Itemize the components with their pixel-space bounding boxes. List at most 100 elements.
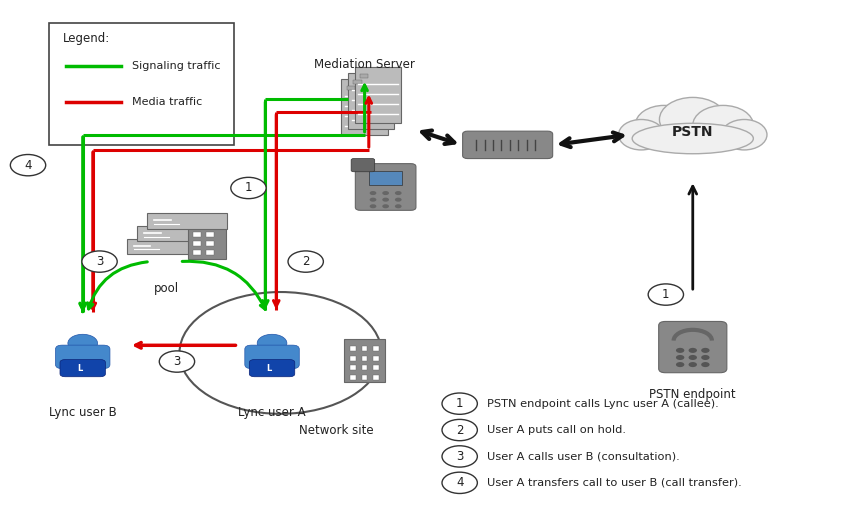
Circle shape (676, 355, 684, 360)
Text: 4: 4 (25, 159, 32, 172)
Circle shape (68, 334, 97, 352)
Bar (207, 250, 214, 255)
Text: Lync user B: Lync user B (49, 406, 117, 419)
Bar (368, 171, 402, 186)
FancyBboxPatch shape (462, 131, 552, 159)
Text: Lync user A: Lync user A (238, 406, 306, 419)
Bar (147, 213, 227, 229)
Ellipse shape (618, 120, 664, 150)
Bar (341, 79, 388, 135)
Bar (360, 74, 368, 78)
Text: Legend:: Legend: (63, 32, 110, 45)
Text: PSTN: PSTN (672, 125, 713, 139)
Bar (207, 241, 214, 246)
Text: 4: 4 (456, 476, 463, 489)
Bar (373, 365, 379, 370)
Ellipse shape (722, 120, 767, 150)
Text: Media traffic: Media traffic (131, 97, 202, 107)
Text: Mediation Server: Mediation Server (314, 58, 415, 71)
FancyBboxPatch shape (659, 322, 727, 373)
FancyBboxPatch shape (245, 345, 299, 369)
Text: ↻: ↻ (280, 363, 289, 373)
Bar (351, 375, 356, 380)
Circle shape (676, 362, 684, 367)
Bar (348, 73, 395, 129)
Text: User A transfers call to user B (call transfer).: User A transfers call to user B (call tr… (488, 478, 742, 488)
Circle shape (369, 204, 376, 208)
Text: User A puts call on hold.: User A puts call on hold. (488, 425, 627, 435)
Bar (351, 356, 356, 361)
Bar (188, 226, 226, 259)
Bar (49, 23, 234, 145)
Circle shape (159, 351, 195, 372)
Circle shape (442, 420, 478, 441)
Bar (362, 365, 368, 370)
Text: 2: 2 (302, 255, 309, 268)
Ellipse shape (660, 97, 726, 142)
Text: 3: 3 (174, 355, 180, 368)
Circle shape (395, 191, 401, 195)
Text: 1: 1 (456, 397, 463, 410)
Bar (137, 226, 217, 241)
Text: PSTN endpoint: PSTN endpoint (650, 388, 736, 402)
Circle shape (509, 137, 514, 140)
Circle shape (701, 362, 710, 367)
Ellipse shape (693, 105, 753, 145)
Circle shape (442, 393, 478, 415)
FancyBboxPatch shape (56, 345, 110, 369)
FancyBboxPatch shape (249, 360, 295, 377)
Bar (351, 365, 356, 370)
Bar (355, 67, 401, 123)
Circle shape (689, 362, 697, 367)
Bar (362, 375, 368, 380)
Text: ↻: ↻ (91, 363, 99, 373)
Circle shape (369, 198, 376, 202)
Text: 2: 2 (456, 424, 463, 437)
Text: Signaling traffic: Signaling traffic (131, 61, 220, 71)
Text: Network site: Network site (299, 424, 374, 437)
Text: 3: 3 (456, 450, 463, 463)
Circle shape (382, 198, 389, 202)
Bar (373, 346, 379, 351)
Bar (193, 250, 201, 255)
Text: pool: pool (154, 282, 180, 295)
Circle shape (518, 137, 523, 140)
Circle shape (382, 204, 389, 208)
Ellipse shape (632, 123, 753, 154)
Circle shape (257, 334, 287, 352)
Circle shape (369, 191, 376, 195)
Text: 3: 3 (96, 255, 103, 268)
Circle shape (382, 191, 389, 195)
Bar (193, 232, 201, 236)
Bar (346, 86, 355, 90)
FancyBboxPatch shape (60, 360, 105, 377)
FancyBboxPatch shape (356, 164, 416, 210)
Circle shape (648, 284, 684, 305)
Bar (351, 346, 356, 351)
Bar (345, 339, 385, 382)
Circle shape (501, 137, 506, 140)
Circle shape (492, 137, 497, 140)
Ellipse shape (635, 105, 693, 145)
Bar (127, 239, 207, 254)
Text: 1: 1 (245, 182, 252, 194)
Text: User A calls user B (consultation).: User A calls user B (consultation). (488, 451, 680, 461)
Circle shape (10, 154, 46, 176)
Bar (373, 356, 379, 361)
Circle shape (442, 446, 478, 467)
Circle shape (288, 251, 324, 272)
Circle shape (689, 348, 697, 353)
Bar (353, 80, 362, 84)
Circle shape (231, 177, 266, 199)
Text: L: L (77, 364, 82, 372)
Circle shape (676, 348, 684, 353)
Circle shape (689, 355, 697, 360)
Circle shape (82, 251, 117, 272)
Text: L: L (267, 364, 272, 372)
Bar (373, 375, 379, 380)
Circle shape (395, 198, 401, 202)
Circle shape (442, 472, 478, 494)
Circle shape (701, 348, 710, 353)
Bar (362, 346, 368, 351)
Text: 1: 1 (662, 288, 670, 301)
